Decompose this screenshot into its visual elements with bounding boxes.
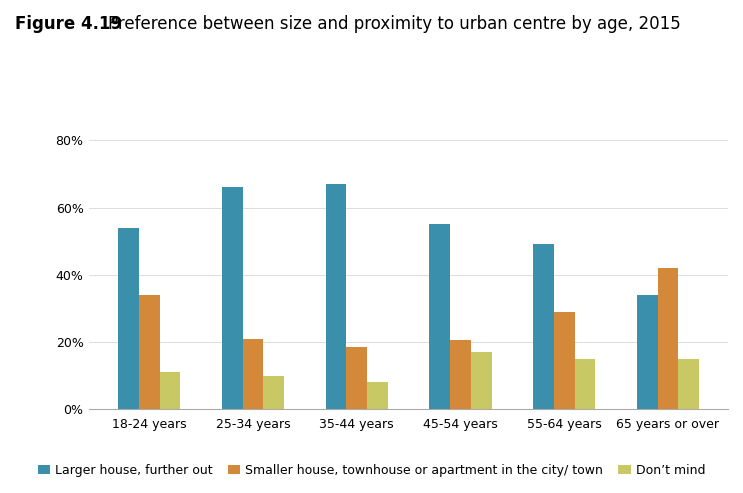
Bar bbox=[264, 376, 284, 409]
Bar bbox=[554, 312, 574, 409]
Bar bbox=[471, 352, 492, 409]
Bar bbox=[429, 224, 450, 409]
Bar bbox=[222, 187, 243, 409]
Bar bbox=[118, 228, 139, 409]
Bar bbox=[533, 245, 554, 409]
Bar bbox=[658, 268, 678, 409]
Bar bbox=[637, 295, 658, 409]
Bar bbox=[450, 340, 471, 409]
Bar bbox=[243, 339, 264, 409]
Bar bbox=[160, 372, 181, 409]
Bar bbox=[367, 382, 388, 409]
Text: Figure 4.19: Figure 4.19 bbox=[15, 15, 122, 33]
Bar bbox=[139, 295, 160, 409]
Bar bbox=[574, 359, 595, 409]
Legend: Larger house, further out, Smaller house, townhouse or apartment in the city/ to: Larger house, further out, Smaller house… bbox=[33, 459, 710, 482]
Bar bbox=[346, 347, 367, 409]
Bar bbox=[325, 184, 346, 409]
Text: Preference between size and proximity to urban centre by age, 2015: Preference between size and proximity to… bbox=[108, 15, 681, 33]
Bar bbox=[678, 359, 699, 409]
